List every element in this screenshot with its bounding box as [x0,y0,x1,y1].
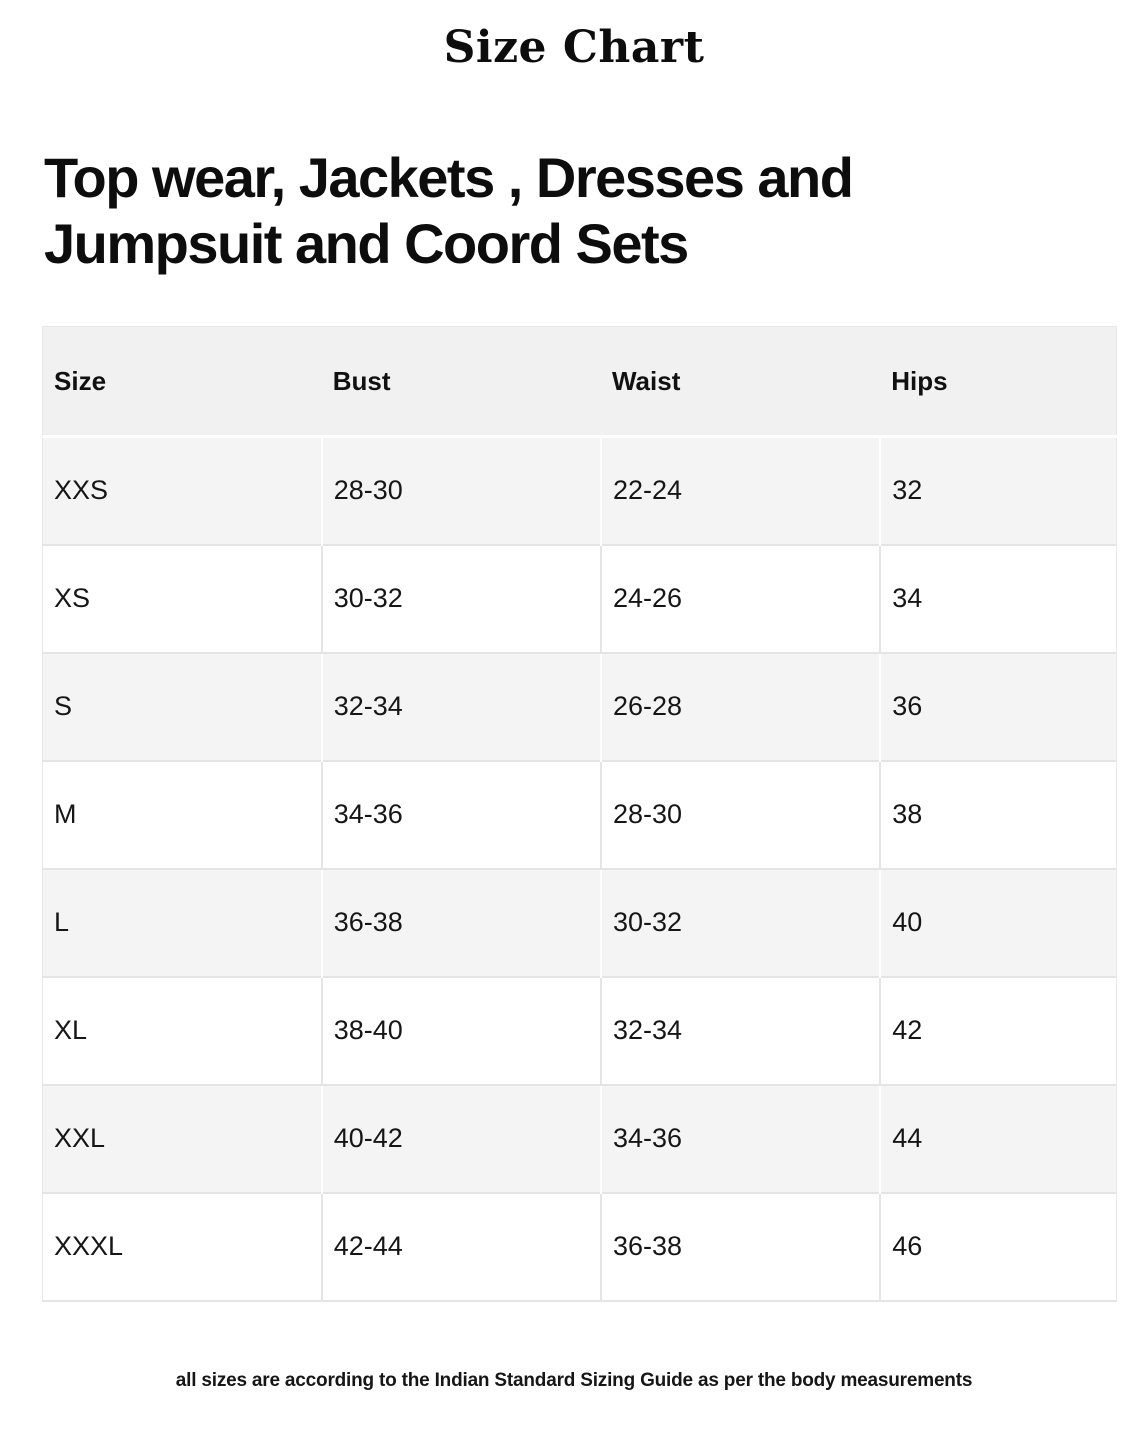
waist-cell: 30-32 [599,867,881,977]
size-table-container: Size Bust Waist Hips XXS 28-30 22-24 32 … [42,326,1117,1302]
column-header-bust: Bust [321,326,601,439]
table-row-l: L 36-38 30-32 40 [42,867,1117,977]
hips-cell: 38 [879,759,1117,869]
column-header-size: Size [42,326,322,439]
column-header-waist: Waist [600,326,881,439]
table-row-s: S 32-34 26-28 36 [42,651,1117,761]
size-cell: M [42,759,322,869]
size-cell: XXL [42,1083,322,1193]
bust-cell: 38-40 [320,975,601,1085]
size-cell: XXS [54,475,109,506]
waist-cell: 28-30 [599,759,881,869]
table-row-xxxl: XXXL 42-44 36-38 46 [42,1191,1117,1301]
size-cell: XL [42,975,322,1085]
hips-cell: 36 [879,651,1117,761]
page-title: Size Chart [443,22,705,73]
column-header-hips: Hips [880,326,1117,439]
bust-cell: 32-34 [320,651,601,761]
waist-cell: 22-24 [599,436,881,545]
bust-cell: 30-32 [320,543,601,653]
hips-cell: 32 [879,436,1117,545]
sizing-guide-footnote: all sizes are according to the Indian St… [175,1369,973,1391]
hips-cell: 44 [879,1083,1117,1193]
table-row-m: M 34-36 28-30 38 [42,759,1117,869]
bust-cell: 42-44 [320,1191,601,1301]
bust-cell: 36-38 [320,867,601,977]
size-cell: XS [42,543,322,653]
section-heading: Top wear, Jackets , Dresses and Jumpsuit… [44,146,854,275]
table-row-xxs: XXS 28-30 22-24 32 [42,436,1117,545]
size-cell: XXXL [42,1191,322,1301]
bust-cell: 34-36 [320,759,601,869]
hips-cell: 40 [879,867,1117,977]
waist-cell: 26-28 [599,651,881,761]
hips-cell: 42 [879,975,1117,1085]
waist-cell: 24-26 [599,543,881,653]
size-chart-table: Size Bust Waist Hips XXS 28-30 22-24 32 … [42,326,1117,1302]
waist-cell: 32-34 [599,975,881,1085]
table-row-xs: XS 30-32 24-26 34 [42,543,1117,653]
waist-cell: 36-38 [599,1191,881,1301]
table-row-xxl: XXL 40-42 34-36 44 [42,1083,1117,1193]
waist-cell: 34-36 [599,1083,881,1193]
hips-cell: 46 [879,1191,1117,1301]
table-row-xl: XL 38-40 32-34 42 [42,975,1117,1085]
size-cell: L [42,867,322,977]
size-cell: S [42,651,322,761]
hips-cell: 34 [879,543,1117,653]
table-header-row: Size Bust Waist Hips [42,326,1117,439]
bust-cell: 28-30 [320,436,601,545]
bust-cell: 40-42 [320,1083,601,1193]
